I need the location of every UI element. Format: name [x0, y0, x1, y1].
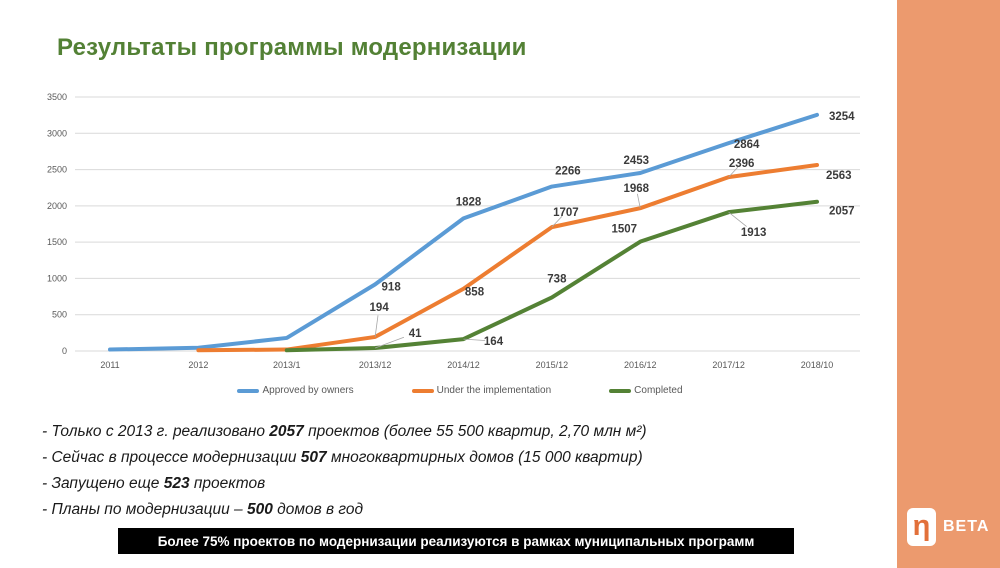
- label-leader-line: [374, 336, 405, 349]
- label-leader-line: [636, 193, 641, 209]
- y-tick-label: 2500: [47, 165, 67, 175]
- data-label: 164: [484, 336, 504, 348]
- legend-item: Approved by owners: [237, 385, 354, 396]
- label-leader-line: [551, 216, 563, 228]
- y-tick-label: 2000: [47, 201, 67, 211]
- data-label: 194: [370, 302, 390, 314]
- chart-legend: Approved by owners Under the implementati…: [40, 385, 880, 396]
- legend-item: Completed: [609, 385, 683, 396]
- label-leader-line: [728, 166, 739, 178]
- data-label: 1507: [611, 224, 637, 236]
- logo-text: BETA: [943, 518, 990, 535]
- legend-label: Completed: [634, 385, 683, 396]
- x-tick-label: 2017/12: [712, 360, 745, 370]
- y-tick-label: 1000: [47, 273, 67, 283]
- data-label: 1913: [741, 227, 767, 239]
- legend-label: Under the implementation: [436, 385, 552, 396]
- data-label: 3254: [829, 111, 855, 123]
- data-label: 1968: [623, 183, 649, 195]
- data-label: 738: [547, 273, 567, 285]
- sidebar: η BETA: [897, 0, 1000, 568]
- y-tick-label: 500: [52, 310, 67, 320]
- legend-swatch: [411, 388, 434, 393]
- footer-banner-text: Более 75% проектов по модернизации реали…: [157, 533, 755, 549]
- y-tick-label: 1500: [47, 237, 67, 247]
- page-title: Результаты программы модернизации: [57, 34, 527, 61]
- data-label: 2453: [623, 155, 649, 167]
- x-tick-label: 2014/12: [447, 360, 480, 370]
- y-tick-label: 0: [62, 346, 67, 356]
- data-label: 41: [409, 328, 422, 340]
- data-label: 2864: [734, 139, 760, 151]
- x-tick-label: 2011: [100, 360, 119, 370]
- data-label: 2266: [555, 166, 581, 178]
- bullet-item: - Сейчас в процессе модернизации 507 мно…: [42, 449, 643, 466]
- legend-label: Approved by owners: [262, 385, 354, 396]
- label-leader-line: [374, 315, 379, 337]
- legend-item: Under the implementation: [411, 385, 552, 396]
- legend-swatch: [237, 388, 260, 393]
- footer-banner: Более 75% проектов по модернизации реали…: [118, 528, 794, 554]
- x-tick-label: 2012: [188, 360, 208, 370]
- summary-bullets: - Только с 2013 г. реализовано 2057 прое…: [42, 419, 862, 523]
- legend-swatch: [609, 388, 632, 393]
- eta-logo-icon: η: [907, 508, 936, 546]
- data-label: 1828: [456, 196, 482, 208]
- data-label: 918: [382, 281, 402, 293]
- x-tick-label: 2018/10: [801, 360, 834, 370]
- bullet-item: - Запущено еще 523 проектов: [42, 475, 266, 492]
- bullet-item: - Планы по модернизации – 500 домов в го…: [42, 501, 364, 518]
- x-tick-label: 2016/12: [624, 360, 657, 370]
- x-tick-label: 2013/1: [273, 360, 301, 370]
- x-tick-label: 2013/12: [359, 360, 392, 370]
- x-tick-label: 2015/12: [536, 360, 569, 370]
- y-tick-label: 3000: [47, 128, 67, 138]
- data-label: 2396: [729, 158, 755, 170]
- label-leader-line: [728, 211, 747, 227]
- series-line-approved-by-owners: [108, 112, 819, 352]
- beta-logo: η BETA: [907, 508, 989, 546]
- data-label: 858: [465, 287, 485, 299]
- series-line-under-the-implementation: [196, 162, 819, 353]
- modernization-chart: 0 500 1000 1500 2000 2500 3000 3500 2011 2012 2013…: [40, 85, 885, 405]
- data-label: 1707: [553, 207, 579, 219]
- y-tick-label: 3500: [47, 92, 67, 102]
- label-leader-line: [463, 338, 486, 341]
- chart-plot-area: 0 500 1000 1500 2000 2500 3000 3500 2011 2012 2013…: [47, 92, 860, 370]
- bullet-item: - Только с 2013 г. реализовано 2057 прое…: [42, 423, 647, 440]
- data-label: 2057: [829, 206, 855, 218]
- data-label: 2563: [826, 170, 852, 182]
